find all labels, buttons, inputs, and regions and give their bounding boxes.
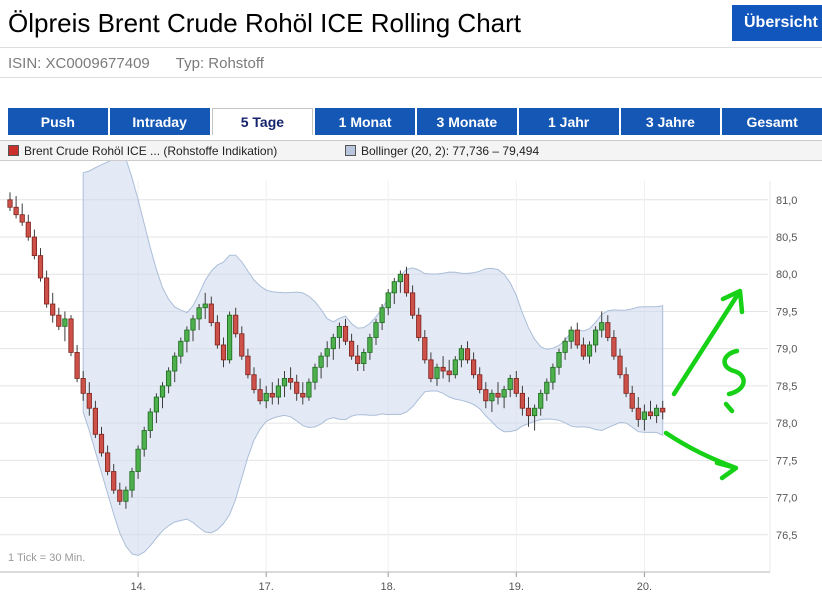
y-axis-label: 76,5 (776, 530, 797, 542)
page-title: Ölpreis Brent Crude Rohöl ICE Rolling Ch… (8, 8, 521, 38)
tick-footnote: 1 Tick = 30 Min. (8, 552, 86, 564)
tab-3-jahre[interactable]: 3 Jahre (620, 108, 721, 135)
bollinger-label: Bollinger (20, 2): 77,736 – 79,494 (361, 143, 540, 158)
x-axis-label: 17. (259, 581, 274, 593)
typ-text: Typ: Rohstoff (175, 55, 264, 72)
y-axis-label: 81,0 (776, 195, 797, 207)
candlestick-chart-canvas: 76,5 77,0 77,5 78,0 78,5 79,0 79,5 80,0 80,5 81,0… (0, 161, 797, 593)
y-axis-label: 77,0 (776, 493, 797, 505)
x-axis-label: 14. (130, 581, 145, 593)
x-axis-label: 19. (509, 581, 524, 593)
tab-3-monate[interactable]: 3 Monate (417, 108, 517, 135)
tab-push[interactable]: Push (8, 108, 108, 135)
tab-1-monat[interactable]: 1 Monat (315, 108, 415, 135)
isin-text: ISIN: XC0009677409 (8, 55, 150, 72)
green-squiggle (722, 348, 746, 414)
instrument-meta: ISIN: XC0009677409 Typ: Rohstoff (8, 55, 264, 72)
header-divider (0, 47, 822, 48)
tab-1-jahr[interactable]: 1 Jahr (518, 108, 619, 135)
bollinger-band (82, 161, 664, 556)
tab-gesamt[interactable]: Gesamt (722, 108, 822, 135)
tab-bar: Push Intraday 5 Tage 1 Monat 3 Monate 1 Jahr 3… (8, 108, 822, 135)
chart-legend: Brent Crude Rohöl ICE ... (Rohstoffe Ind… (0, 140, 822, 161)
tab-intraday[interactable]: Intraday (109, 108, 210, 135)
y-axis-label: 80,5 (776, 232, 797, 244)
y-axis-label: 79,0 (776, 344, 797, 356)
y-axis-label: 78,5 (776, 381, 797, 393)
price-chart: 76,5 77,0 77,5 78,0 78,5 79,0 79,5 80,0 80,5 81,0… (0, 161, 822, 603)
bollinger-swatch (345, 145, 356, 156)
y-axis-label: 80,0 (776, 269, 797, 281)
meta-divider (0, 77, 822, 78)
y-axis-label: 77,5 (776, 455, 797, 467)
x-axis-label: 20. (637, 581, 652, 593)
candlestick-series (7, 192, 666, 509)
y-axis-label: 78,0 (776, 418, 797, 430)
brent-series-swatch (8, 145, 19, 156)
x-axis-label: 18. (381, 581, 396, 593)
legend-item-brent: Brent Crude Rohöl ICE ... (Rohstoffe Ind… (8, 141, 277, 160)
overview-button[interactable]: Übersicht (732, 5, 822, 41)
tab-5-tage[interactable]: 5 Tage (211, 108, 314, 135)
annotations (663, 288, 746, 481)
green-up-arrow (671, 288, 745, 397)
legend-item-bollinger: Bollinger (20, 2): 77,736 – 79,494 (345, 141, 539, 160)
green-down-arrow (663, 430, 739, 481)
brent-series-label: Brent Crude Rohöl ICE ... (Rohstoffe Ind… (24, 143, 278, 158)
y-axis-label: 79,5 (776, 306, 797, 318)
